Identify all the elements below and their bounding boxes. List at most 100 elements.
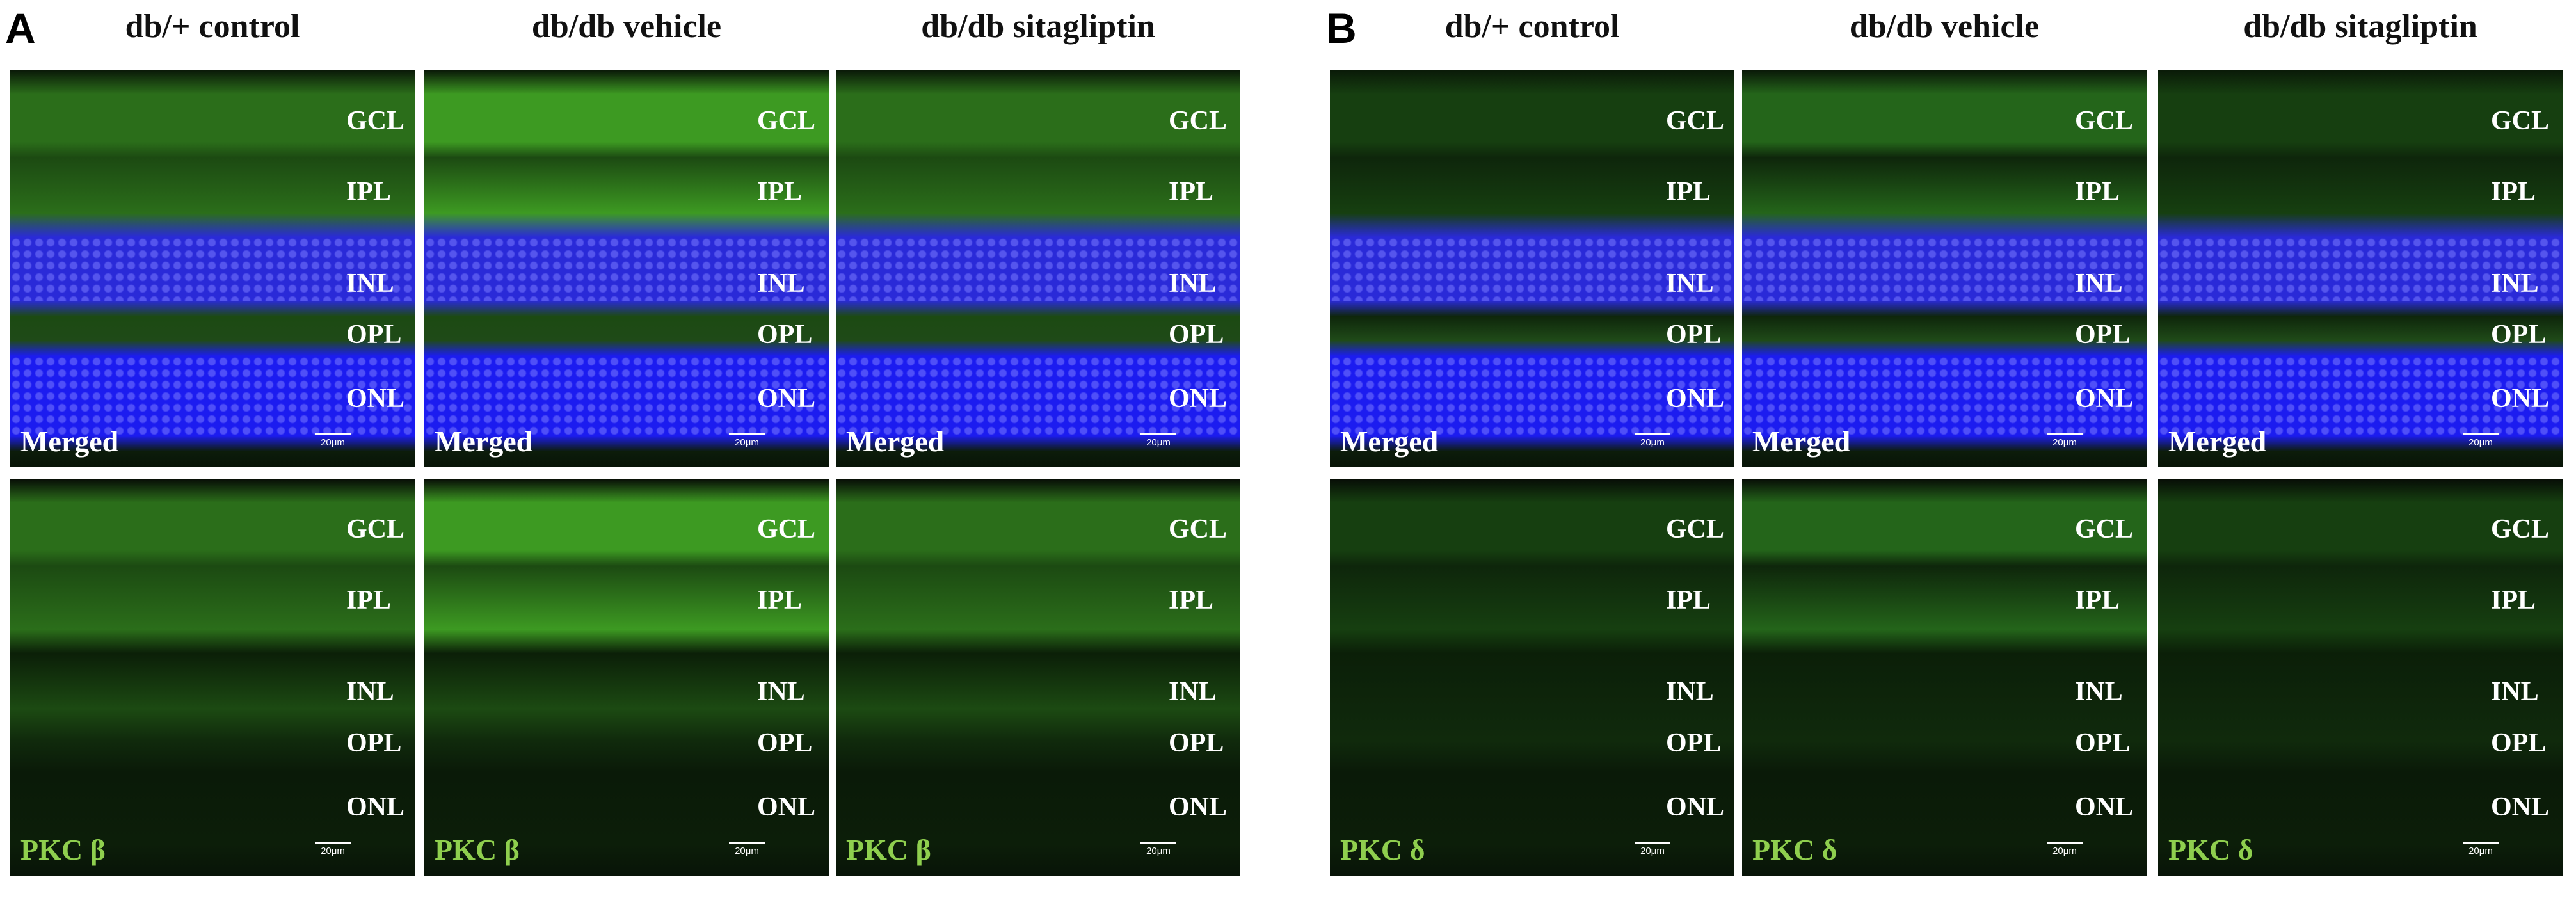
micrograph-panel: GCL IPL INL OPL ONL PKC β 20μm: [424, 479, 829, 876]
onl-nuclei-texture: [836, 356, 1240, 436]
scale-bar-label: 20μm: [1146, 437, 1171, 448]
scale-bar-line: [1140, 433, 1176, 435]
scale-bar: 20μm: [1635, 433, 1670, 448]
scale-bar: 20μm: [315, 842, 351, 856]
retina-layer-label: OPL: [2075, 320, 2131, 350]
micrograph-panel: GCL IPL INL OPL ONL Merged 20μm: [836, 70, 1240, 467]
retina-layer-label: OPL: [346, 320, 402, 350]
merged-label: Merged: [2168, 425, 2267, 458]
scale-bar-line: [315, 842, 351, 844]
retina-layer-label: ONL: [346, 792, 405, 822]
retina-layer-label: OPL: [1666, 320, 1722, 350]
retina-layer-label: INL: [2075, 677, 2123, 707]
retina-layer-label: INL: [2491, 677, 2539, 707]
retina-layer-label: OPL: [1169, 320, 1224, 350]
column-title: db/+ control: [1444, 8, 1620, 45]
retina-layer-label: ONL: [2491, 383, 2550, 413]
scale-bar-label: 20μm: [2052, 846, 2077, 856]
retina-layer-label: OPL: [757, 320, 813, 350]
stain-label: PKC δ: [2168, 833, 2253, 866]
retina-layer-label: ONL: [2491, 792, 2550, 822]
retina-layer-label: INL: [2491, 268, 2539, 298]
scale-bar-label: 20μm: [735, 437, 759, 448]
column-title: db/+ control: [125, 8, 300, 45]
retina-layer-label: GCL: [1666, 106, 1725, 136]
retina-layer-label: INL: [2075, 268, 2123, 298]
scale-bar-line: [1635, 433, 1670, 435]
micrograph-panel: GCL IPL INL OPL ONL Merged 20μm: [2158, 70, 2563, 467]
scale-bar-label: 20μm: [1640, 437, 1665, 448]
scale-bar-line: [2047, 842, 2083, 844]
onl-nuclei-texture: [1330, 356, 1734, 436]
section-letter: B: [1326, 4, 1357, 52]
scale-bar: 20μm: [1140, 433, 1176, 448]
retina-layer-label: ONL: [757, 383, 816, 413]
scale-bar: 20μm: [729, 433, 765, 448]
micrograph-panel: GCL IPL INL OPL ONL PKC β 20μm: [10, 479, 415, 876]
inl-nuclei-texture: [10, 237, 415, 301]
onl-nuclei-texture: [10, 356, 415, 436]
retina-layer-label: GCL: [757, 514, 816, 544]
scale-bar: 20μm: [729, 842, 765, 856]
retina-layer-label: GCL: [1169, 514, 1228, 544]
onl-nuclei-texture: [1742, 356, 2147, 436]
retina-layer-label: IPL: [1666, 586, 1711, 616]
inl-nuclei-texture: [1742, 237, 2147, 301]
retina-layer-label: INL: [757, 677, 805, 707]
scale-bar: 20μm: [2047, 433, 2083, 448]
retina-layer-label: IPL: [1169, 177, 1214, 207]
scale-bar: 20μm: [315, 433, 351, 448]
scale-bar-label: 20μm: [735, 846, 759, 856]
retina-layer-label: IPL: [346, 177, 392, 207]
micrograph-panel: GCL IPL INL OPL ONL PKC δ 20μm: [2158, 479, 2563, 876]
scale-bar: 20μm: [2047, 842, 2083, 856]
merged-label: Merged: [1752, 425, 1851, 458]
retina-layer-label: GCL: [1169, 106, 1228, 136]
retina-layer-label: IPL: [2491, 586, 2536, 616]
micrograph-panel: GCL IPL INL OPL ONL Merged 20μm: [424, 70, 829, 467]
stain-label: PKC β: [846, 833, 931, 866]
retina-layer-label: IPL: [1169, 586, 1214, 616]
micrograph-panel: GCL IPL INL OPL ONL Merged 20μm: [1330, 70, 1734, 467]
scale-bar-line: [315, 433, 351, 435]
retina-layer-label: INL: [1169, 268, 1217, 298]
merged-label: Merged: [20, 425, 119, 458]
scale-bar-line: [2463, 842, 2499, 844]
retina-layer-label: IPL: [757, 177, 803, 207]
retina-layer-label: ONL: [346, 383, 405, 413]
scale-bar: 20μm: [1635, 842, 1670, 856]
retina-layer-label: ONL: [1666, 792, 1725, 822]
retina-layer-label: IPL: [2075, 177, 2120, 207]
scale-bar-line: [729, 842, 765, 844]
inl-nuclei-texture: [836, 237, 1240, 301]
retina-layer-label: GCL: [2491, 106, 2550, 136]
retina-layer-label: OPL: [346, 728, 402, 758]
section-letter: A: [5, 4, 36, 52]
scale-bar-label: 20μm: [1640, 846, 1665, 856]
scale-bar: 20μm: [2463, 842, 2499, 856]
column-title: db/db sitagliptin: [921, 8, 1155, 45]
retina-layer-label: OPL: [2075, 728, 2131, 758]
onl-nuclei-texture: [424, 356, 829, 436]
column-title: db/db sitagliptin: [2243, 8, 2477, 45]
retina-layer-label: IPL: [757, 586, 803, 616]
onl-nuclei-texture: [2158, 356, 2563, 436]
stain-label: PKC δ: [1340, 833, 1425, 866]
scale-bar-label: 20μm: [1146, 846, 1171, 856]
retina-layer-label: GCL: [757, 106, 816, 136]
retina-layer-label: ONL: [2075, 383, 2134, 413]
micrograph-panel: GCL IPL INL OPL ONL PKC δ 20μm: [1330, 479, 1734, 876]
retina-layer-label: GCL: [2491, 514, 2550, 544]
scale-bar-line: [729, 433, 765, 435]
retina-layer-label: OPL: [1666, 728, 1722, 758]
scale-bar-line: [2463, 433, 2499, 435]
retina-layer-label: ONL: [1169, 383, 1228, 413]
inl-nuclei-texture: [424, 237, 829, 301]
retina-layer-label: GCL: [346, 106, 405, 136]
retina-layer-label: ONL: [2075, 792, 2134, 822]
merged-label: Merged: [846, 425, 945, 458]
scale-bar: 20μm: [2463, 433, 2499, 448]
scale-bar-label: 20μm: [2468, 846, 2493, 856]
retina-layer-label: OPL: [2491, 320, 2547, 350]
